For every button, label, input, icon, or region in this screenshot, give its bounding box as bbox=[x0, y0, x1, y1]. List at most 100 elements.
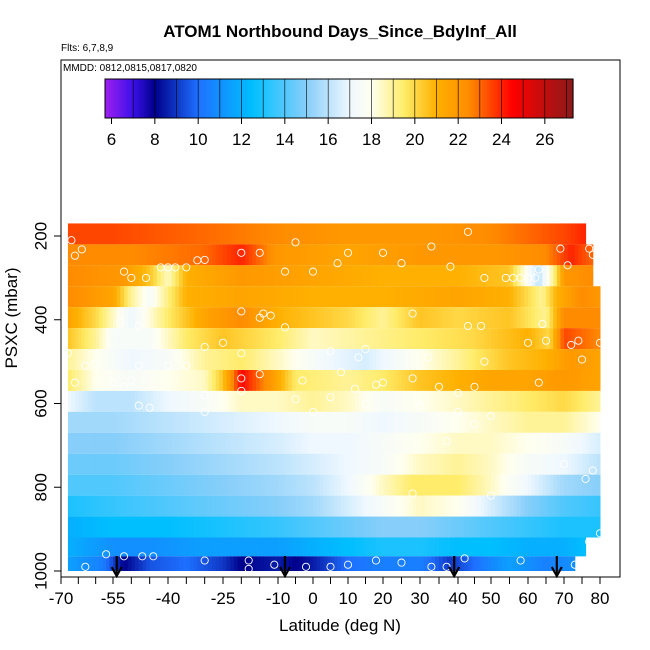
heatmap-cell bbox=[491, 370, 496, 391]
heatmap-cell bbox=[416, 307, 421, 329]
heatmap-cell bbox=[241, 265, 246, 287]
heatmap-cell bbox=[116, 307, 121, 329]
heatmap-cell bbox=[182, 556, 187, 571]
heatmap-cell bbox=[477, 411, 482, 433]
heatmap-cell bbox=[201, 265, 206, 287]
heatmap-cell bbox=[212, 265, 217, 287]
heatmap-cell bbox=[168, 390, 173, 412]
heatmap-cell bbox=[513, 516, 518, 538]
heatmap-cell bbox=[369, 244, 373, 266]
heatmap-cell bbox=[78, 328, 83, 350]
heatmap-cell bbox=[142, 244, 147, 266]
heatmap-cell bbox=[146, 349, 151, 370]
heatmap-cell bbox=[412, 453, 417, 475]
heatmap-cell bbox=[355, 244, 359, 266]
heatmap-cell bbox=[464, 286, 469, 308]
heatmap-cell bbox=[124, 537, 129, 557]
heatmap-cell bbox=[474, 349, 479, 370]
heatmap-cell bbox=[131, 453, 136, 475]
heatmap-cell bbox=[292, 390, 296, 412]
heatmap-cell bbox=[528, 223, 533, 245]
colorbar-cell bbox=[245, 79, 249, 118]
colorbar-tick-label: 24 bbox=[492, 130, 511, 149]
heatmap-cell bbox=[351, 556, 356, 571]
heatmap-cell bbox=[278, 516, 282, 538]
heatmap-cell bbox=[394, 328, 399, 350]
heatmap-cell bbox=[292, 411, 296, 433]
heatmap-cell bbox=[230, 474, 235, 496]
heatmap-cell bbox=[113, 474, 118, 496]
heatmap-cell bbox=[299, 537, 303, 557]
sample-point bbox=[460, 554, 469, 563]
heatmap-cell bbox=[431, 516, 436, 538]
heatmap-cell bbox=[78, 516, 83, 538]
heatmap-cell bbox=[454, 556, 459, 571]
heatmap-cell bbox=[498, 474, 503, 496]
heatmap-cell bbox=[542, 286, 547, 308]
heatmap-cell bbox=[467, 370, 472, 391]
colorbar-cell bbox=[310, 79, 314, 118]
heatmap-cell bbox=[274, 286, 279, 308]
heatmap-cell bbox=[85, 307, 90, 329]
colorbar-cell bbox=[315, 79, 318, 118]
heatmap-cell bbox=[67, 516, 72, 538]
heatmap-cell bbox=[149, 286, 154, 308]
heatmap-cell bbox=[556, 411, 561, 433]
heatmap-cell bbox=[439, 307, 444, 329]
heatmap-cell bbox=[120, 265, 125, 287]
heatmap-cell bbox=[571, 223, 576, 245]
heatmap-cell bbox=[237, 349, 242, 370]
heatmap-cell bbox=[215, 223, 220, 245]
heatmap-cell bbox=[464, 223, 469, 245]
heatmap-cell bbox=[302, 328, 307, 350]
heatmap-cell bbox=[585, 474, 590, 496]
heatmap-cell bbox=[274, 556, 279, 571]
heatmap-cell bbox=[193, 286, 198, 308]
heatmap-cell bbox=[74, 265, 79, 287]
heatmap-cell bbox=[531, 474, 536, 496]
heatmap-cell bbox=[230, 390, 235, 412]
heatmap-cell bbox=[226, 328, 231, 350]
heatmap-cell bbox=[252, 328, 257, 350]
heatmap-cell bbox=[369, 537, 373, 557]
heatmap-cell bbox=[102, 244, 107, 266]
x-tick-label: -55 bbox=[101, 589, 126, 608]
sample-point bbox=[516, 556, 525, 565]
sample-point bbox=[559, 460, 569, 469]
heatmap-cell bbox=[201, 244, 206, 266]
heatmap-cell bbox=[362, 265, 366, 287]
heatmap-cell bbox=[197, 390, 202, 412]
heatmap-cell bbox=[487, 307, 492, 329]
heatmap-cell bbox=[362, 432, 366, 454]
heatmap-cell bbox=[467, 223, 472, 245]
heatmap-cell bbox=[274, 265, 279, 287]
colorbar-cell bbox=[226, 79, 230, 118]
heatmap-cell bbox=[386, 307, 391, 329]
sample-point bbox=[244, 564, 253, 573]
heatmap-cell bbox=[394, 495, 399, 517]
heatmap-cell bbox=[71, 390, 76, 412]
heatmap-cell bbox=[394, 432, 399, 454]
heatmap-cell bbox=[234, 432, 239, 454]
sample-point bbox=[361, 399, 370, 408]
heatmap-cell bbox=[337, 265, 342, 287]
heatmap-cell bbox=[442, 411, 448, 433]
heatmap-cell bbox=[120, 537, 125, 557]
heatmap-cell bbox=[135, 495, 140, 517]
heatmap-cell bbox=[538, 537, 543, 557]
heatmap-cell bbox=[408, 328, 414, 350]
heatmap-cell bbox=[302, 495, 307, 517]
heatmap-cell bbox=[467, 349, 472, 370]
heatmap-cell bbox=[74, 474, 79, 496]
colorbar-cell bbox=[141, 79, 145, 118]
heatmap-cell bbox=[153, 307, 158, 329]
heatmap-cell bbox=[502, 265, 507, 287]
heatmap-cell bbox=[528, 286, 533, 308]
heatmap-cell bbox=[201, 453, 206, 475]
heatmap-cell bbox=[386, 411, 391, 433]
heatmap-cell bbox=[427, 265, 432, 287]
heatmap-cell bbox=[502, 516, 507, 538]
heatmap-cell bbox=[474, 474, 479, 496]
colorbar-cell bbox=[555, 79, 559, 118]
